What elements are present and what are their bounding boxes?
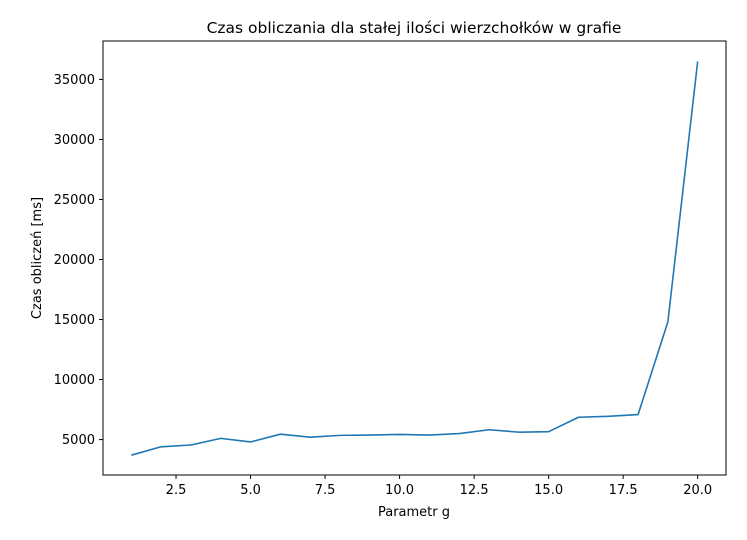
chart-title: Czas obliczania dla stałej ilości wierzc…	[207, 19, 622, 37]
y-tick-label: 25000	[54, 193, 95, 208]
y-axis-label: Czas obliczeń [ms]	[30, 197, 45, 319]
series-line	[131, 61, 699, 456]
x-tick-label: 17.5	[609, 483, 638, 498]
x-tick-label: 12.5	[460, 483, 489, 498]
y-tick-label: 35000	[54, 73, 95, 88]
y-axis: 5000 10000 15000 20000 25000 30000 35000	[54, 73, 103, 448]
y-tick-label: 10000	[54, 373, 95, 388]
x-tick-label: 20.0	[683, 483, 712, 498]
x-tick-label: 5.0	[240, 483, 261, 498]
plot-area	[131, 61, 699, 456]
x-axis: 2.5 5.0 7.5 10.0 12.5 15.0 17.5 20.0	[166, 475, 712, 498]
x-tick-label: 2.5	[166, 483, 187, 498]
y-tick-label: 20000	[54, 253, 95, 268]
x-tick-label: 10.0	[385, 483, 414, 498]
x-tick-label: 15.0	[534, 483, 563, 498]
y-tick-label: 30000	[54, 133, 95, 148]
x-tick-label: 7.5	[315, 483, 336, 498]
plot-frame	[102, 40, 727, 476]
y-tick-label: 5000	[62, 433, 95, 448]
y-tick-label: 15000	[54, 313, 95, 328]
x-axis-label: Parametr g	[378, 505, 450, 520]
